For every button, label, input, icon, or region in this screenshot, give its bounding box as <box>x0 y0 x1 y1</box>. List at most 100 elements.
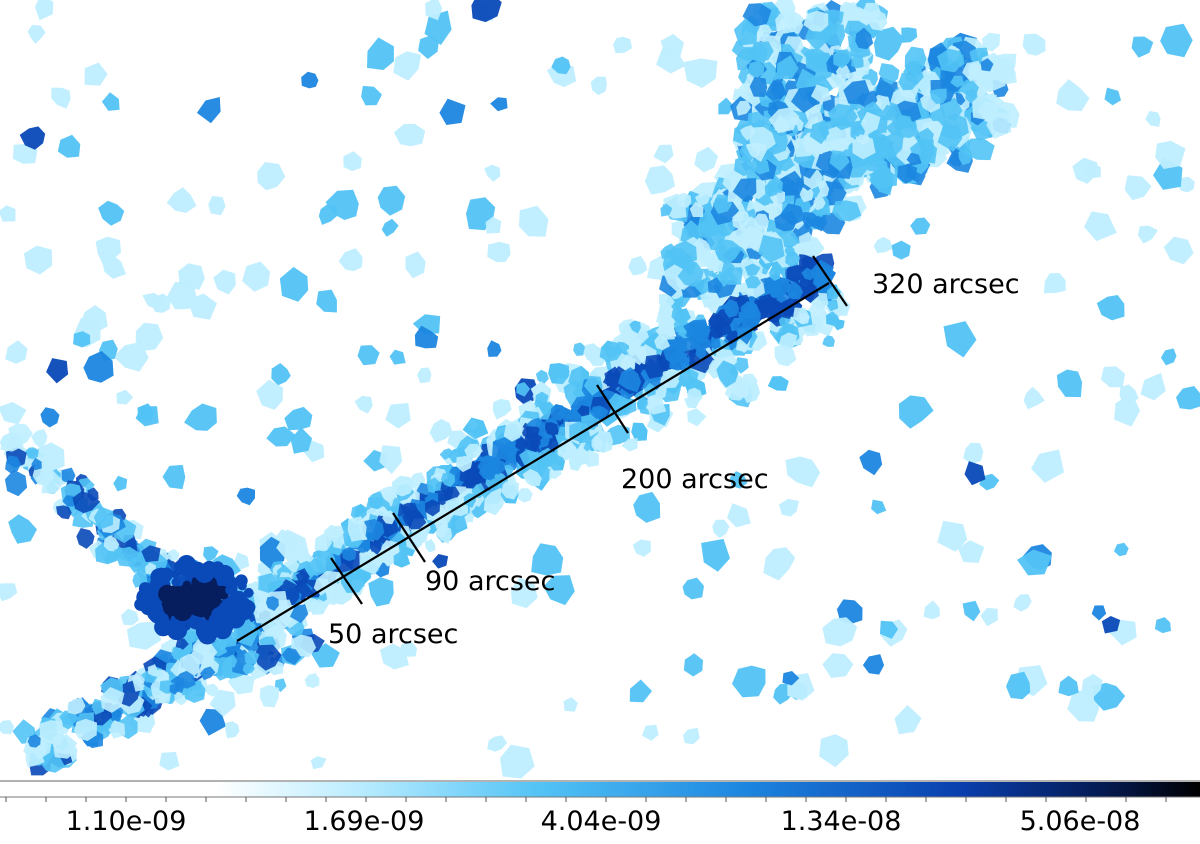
emission-cell <box>590 76 607 96</box>
emission-cell <box>40 407 60 428</box>
core-cell <box>216 617 234 635</box>
emission-cell <box>447 514 468 534</box>
emission-cells <box>0 0 1200 779</box>
core-cell <box>171 577 181 587</box>
emission-cell <box>56 505 72 520</box>
emission-cell <box>116 389 134 405</box>
emission-cell <box>869 167 894 189</box>
emission-cell <box>258 573 284 594</box>
colorbar-tick-label: 1.10e-09 <box>65 806 187 837</box>
emission-cell <box>736 100 751 116</box>
emission-cell <box>573 342 586 356</box>
emission-cell <box>196 97 221 124</box>
emission-cell <box>695 192 711 207</box>
emission-cell <box>405 251 426 279</box>
emission-cell <box>518 205 549 237</box>
emission-cell <box>676 192 692 208</box>
emission-cell <box>593 430 614 453</box>
label-200-arcsec: 200 arcsec <box>621 464 769 495</box>
emission-cell <box>406 511 427 530</box>
emission-cell <box>769 266 781 281</box>
emission-cell <box>389 349 406 365</box>
emission-cell <box>695 347 707 360</box>
emission-cell <box>166 548 180 561</box>
emission-cell <box>628 256 648 276</box>
emission-cell <box>964 461 986 486</box>
emission-cell <box>76 528 95 549</box>
emission-cell <box>1160 23 1193 58</box>
emission-cell <box>24 245 53 275</box>
emission-cell <box>685 320 711 344</box>
emission-cell <box>871 499 887 515</box>
emission-cell <box>73 331 91 348</box>
emission-cell <box>535 369 549 385</box>
emission-cell <box>456 455 473 473</box>
emission-cell <box>290 427 313 454</box>
emission-cell <box>785 251 801 267</box>
core-cell <box>149 597 160 608</box>
emission-cell <box>424 538 436 553</box>
emission-cell <box>1124 175 1152 201</box>
emission-cell <box>5 455 21 474</box>
emission-cell <box>937 124 963 152</box>
emission-cell <box>882 104 898 119</box>
emission-cell <box>720 266 743 285</box>
emission-cell <box>671 306 685 323</box>
emission-cell <box>867 9 888 31</box>
emission-cell <box>1023 386 1045 410</box>
emission-cell <box>754 213 769 229</box>
emission-cell <box>543 575 575 606</box>
emission-cell <box>5 340 28 364</box>
emission-cell <box>833 319 845 331</box>
emission-cell <box>965 88 978 104</box>
emission-cell <box>98 200 125 226</box>
emission-cell <box>644 165 676 195</box>
emission-cell <box>0 205 16 222</box>
emission-cell <box>424 499 440 517</box>
emission-cell <box>1081 673 1103 698</box>
core-cell <box>177 555 197 574</box>
emission-cell <box>126 621 162 650</box>
emission-cell <box>382 510 395 525</box>
core-cell <box>134 598 148 611</box>
emission-cell <box>199 708 226 736</box>
emission-cell <box>1056 79 1090 112</box>
emission-cell <box>1006 671 1031 700</box>
emission-cell <box>1155 140 1186 169</box>
emission-cell <box>175 638 189 650</box>
emission-cell <box>855 27 874 50</box>
core-cell <box>192 569 202 579</box>
emission-cell <box>113 342 149 372</box>
emission-cell <box>986 112 1012 139</box>
emission-cell <box>31 457 42 471</box>
emission-cell <box>61 467 76 484</box>
emission-cell <box>833 49 854 69</box>
emission-cell <box>516 382 531 397</box>
emission-cell <box>805 48 830 73</box>
emission-cell <box>284 406 313 431</box>
core-cell <box>235 574 248 587</box>
emission-cell <box>316 289 337 313</box>
emission-cell <box>678 368 699 387</box>
emission-cell <box>424 10 452 45</box>
emission-cell <box>393 551 411 568</box>
emission-cell <box>203 546 219 563</box>
colorbar <box>0 780 1200 802</box>
emission-cell <box>1022 33 1046 56</box>
emission-cell <box>103 534 120 552</box>
emission-cell <box>93 506 114 530</box>
emission-cell <box>0 431 23 452</box>
emission-cell <box>490 97 508 112</box>
emission-cell <box>724 299 740 318</box>
emission-cell <box>950 75 965 88</box>
tick-320-arcsec <box>812 255 848 307</box>
emission-cell <box>617 367 642 393</box>
emission-cell <box>629 320 641 334</box>
emission-cell <box>963 138 995 161</box>
emission-cell <box>621 438 638 452</box>
emission-cell <box>727 503 751 528</box>
emission-cell <box>325 189 359 220</box>
emission-cell <box>583 375 603 396</box>
core-cell <box>158 584 177 604</box>
emission-cell <box>429 418 453 443</box>
